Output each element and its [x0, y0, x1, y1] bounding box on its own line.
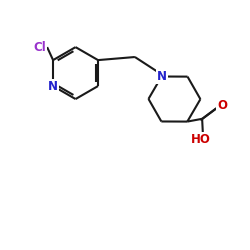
Text: N: N: [156, 70, 166, 83]
Text: N: N: [48, 80, 58, 92]
Text: HO: HO: [190, 133, 210, 146]
Text: O: O: [217, 100, 227, 112]
Text: Cl: Cl: [33, 40, 46, 54]
